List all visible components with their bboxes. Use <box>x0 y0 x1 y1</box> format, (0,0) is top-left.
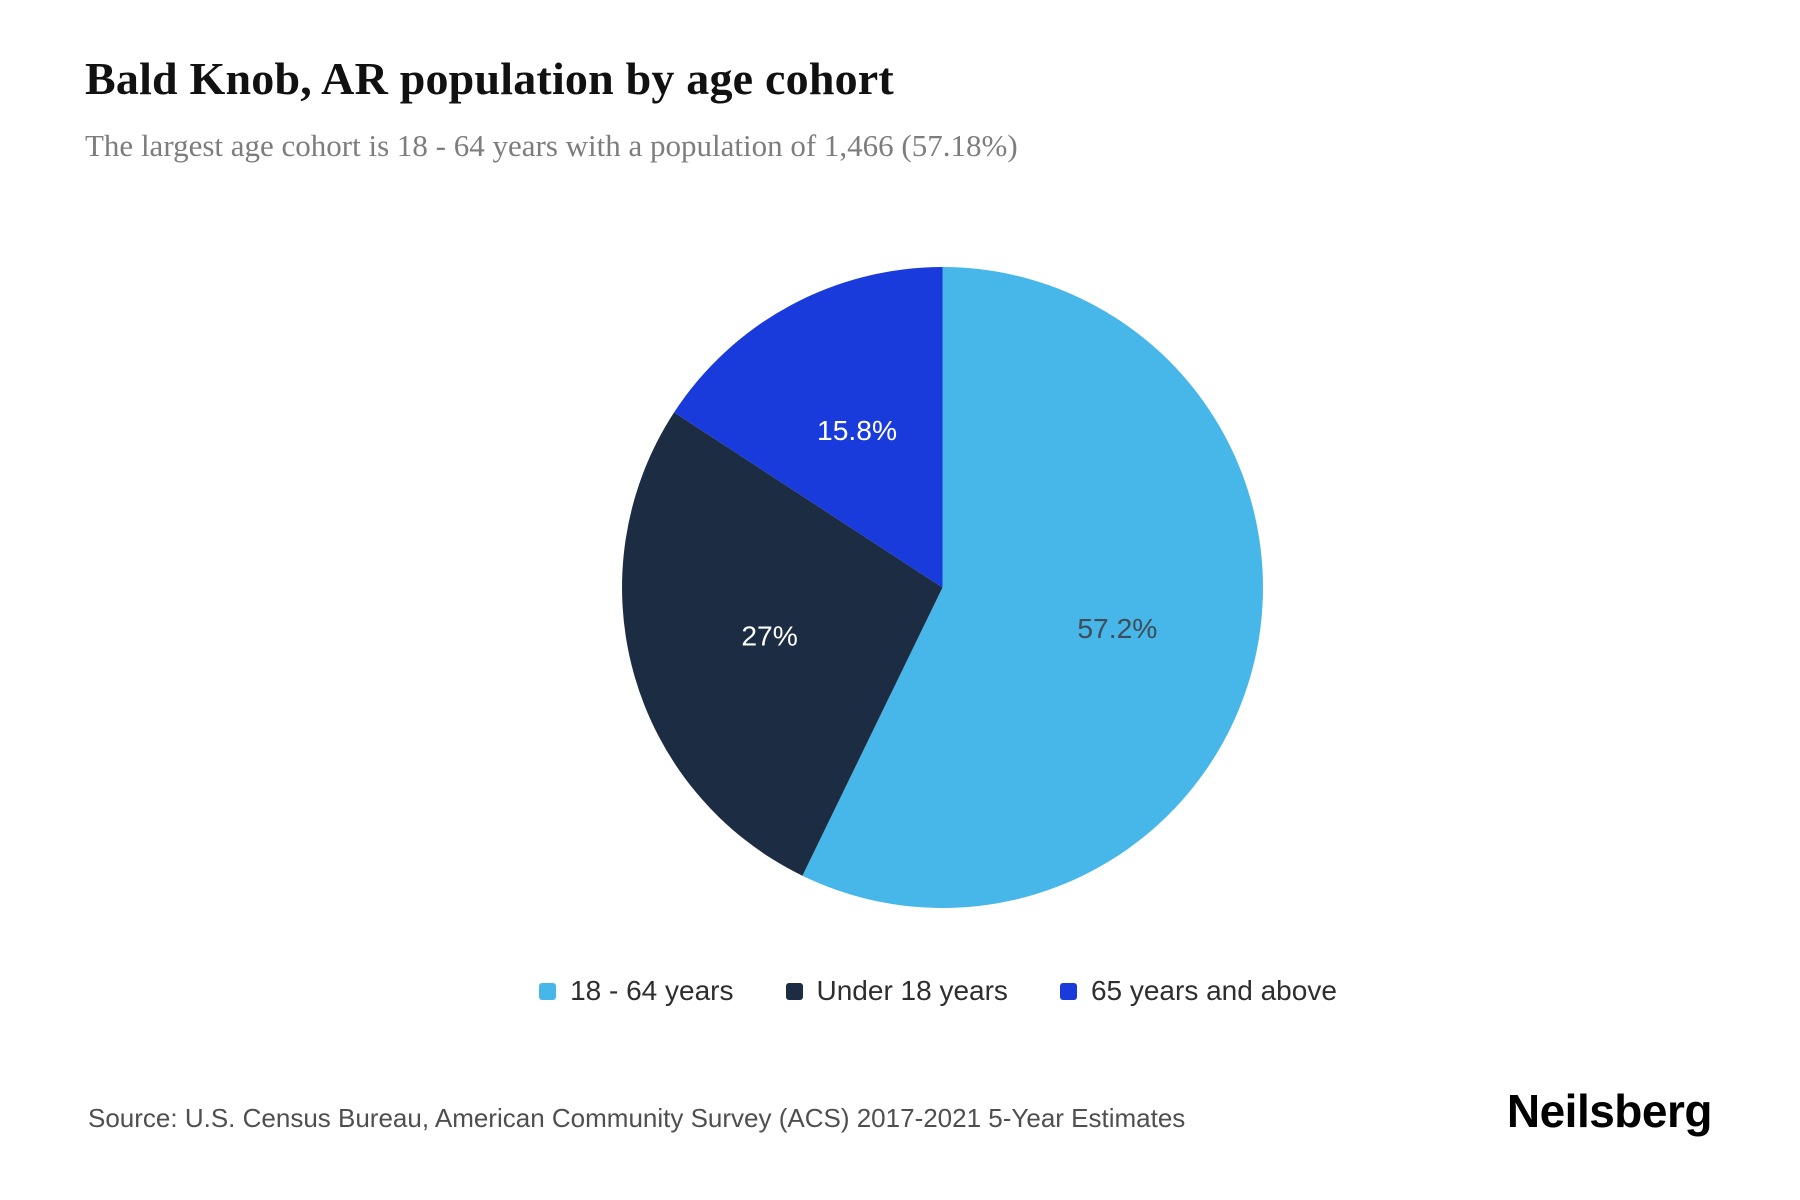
legend-label: Under 18 years <box>816 975 1008 1006</box>
pie-slice-0[interactable] <box>802 267 1263 908</box>
legend-label: 18 - 64 years <box>570 975 734 1006</box>
legend-label: 65 years and above <box>1090 975 1337 1006</box>
page-subtitle: The largest age cohort is 18 - 64 years … <box>85 128 1018 163</box>
legend-swatch-icon <box>1059 982 1077 1000</box>
source-attribution: Source: U.S. Census Bureau, American Com… <box>88 1103 1186 1133</box>
pie-slice-value-label: 57.2% <box>1077 612 1157 644</box>
page-title: Bald Knob, AR population by age cohort <box>85 53 894 104</box>
neilsberg-logo: Neilsberg <box>1506 1085 1713 1137</box>
pie-slice-2[interactable] <box>674 267 943 588</box>
legend-swatch-icon <box>539 982 557 1000</box>
pie-chart-container: 57.2% 27% 15.8% <box>620 265 1265 910</box>
legend-item-65-above[interactable]: 65 years and above <box>1059 975 1337 1007</box>
pie-slice-value-label: 27% <box>741 619 797 651</box>
legend-swatch-icon <box>785 982 803 1000</box>
legend-item-18-64[interactable]: 18 - 64 years <box>539 975 734 1007</box>
pie-chart[interactable]: 57.2% 27% 15.8% <box>620 265 1265 910</box>
legend-item-under-18[interactable]: Under 18 years <box>785 975 1008 1007</box>
pie-slice-value-label: 15.8% <box>817 414 897 446</box>
pie-slice-1[interactable] <box>622 412 943 876</box>
chart-legend: 18 - 64 years Under 18 years 65 years an… <box>38 975 1800 1007</box>
footer: Source: U.S. Census Bureau, American Com… <box>0 1084 1800 1138</box>
